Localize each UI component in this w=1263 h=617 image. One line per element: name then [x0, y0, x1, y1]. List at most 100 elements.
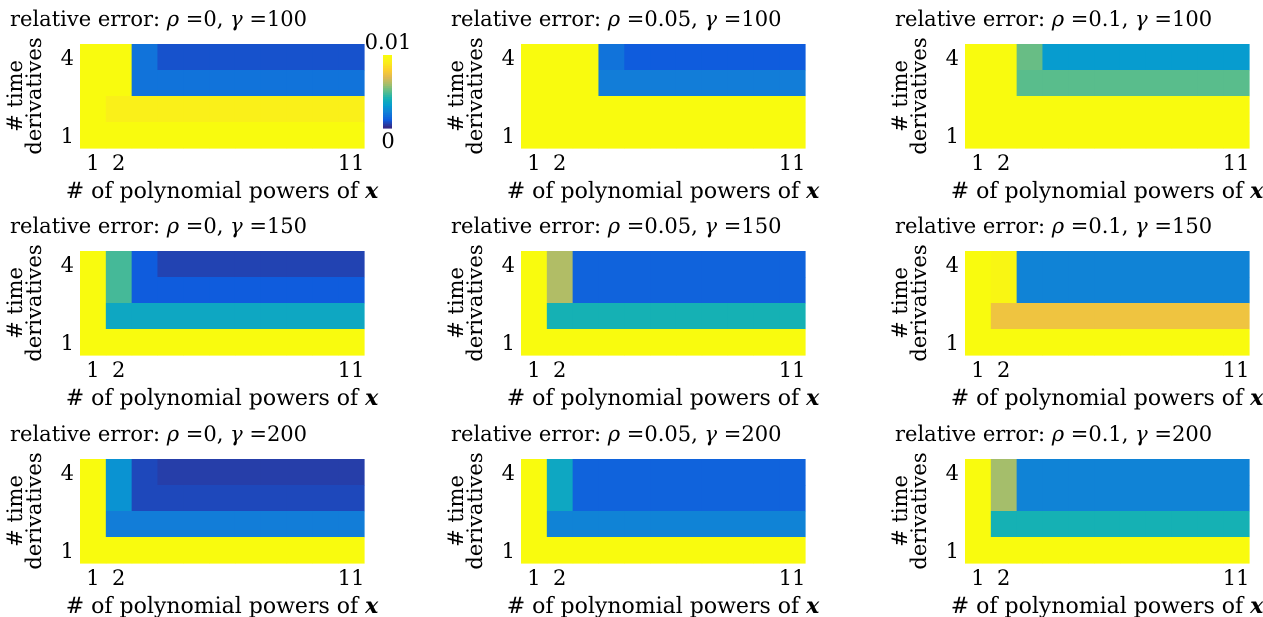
y-tick-label: 1: [502, 539, 515, 563]
heatmap-cell: [131, 96, 159, 123]
gamma-symbol: γ: [230, 7, 243, 31]
heatmap-cell: [779, 537, 806, 564]
heatmap-cell: [521, 277, 548, 304]
x-tick-label: 2: [997, 566, 1010, 590]
heatmap-cell: [209, 303, 236, 330]
heatmap-cell: [1042, 44, 1069, 71]
heatmap-cell: [80, 251, 107, 278]
x-axis-label-text: # of polynomial powers of: [66, 594, 365, 617]
heatmap-cell: [312, 251, 339, 278]
heatmap-cell: [727, 303, 754, 330]
heatmap-cell: [131, 277, 159, 304]
heatmap-cell: [105, 70, 133, 97]
panel-title: relative error: ρ =0.1, γ =150: [895, 214, 1212, 238]
x-axis-label-text: # of polynomial powers of: [66, 179, 365, 204]
heatmap-cell: [80, 485, 107, 512]
x-axis-label-text: # of polynomial powers of: [507, 594, 806, 617]
heatmap-cell: [338, 459, 365, 486]
colorbar-step: [383, 107, 392, 111]
heatmap-cell: [1042, 511, 1069, 538]
heatmap-cell: [572, 96, 600, 123]
heatmap-cell: [546, 70, 574, 97]
heatmap-cell: [157, 70, 184, 97]
heatmap-cell: [1068, 122, 1095, 149]
heatmap-cell: [779, 70, 806, 97]
heatmap-cell: [1068, 485, 1095, 512]
x-axis-label: # of polynomial powers of x: [507, 593, 820, 617]
x-tick-label: 11: [338, 566, 365, 590]
gamma-value: =100: [717, 7, 781, 31]
heatmap-cell: [1119, 277, 1147, 304]
heatmap-cell: [521, 485, 548, 512]
heatmap-cell: [572, 70, 600, 97]
heatmap-cell: [157, 277, 184, 304]
colorbar-step: [383, 100, 392, 104]
rho-symbol: ρ: [607, 422, 621, 446]
heatmap-cell: [1068, 329, 1095, 356]
x-axis-label: # of polynomial powers of x: [951, 178, 1263, 204]
heatmap-cell: [779, 303, 806, 330]
heatmap-cell: [234, 44, 262, 71]
heatmap-cell: [1042, 122, 1069, 149]
heatmap-cell: [650, 303, 677, 330]
colorbar-step: [383, 118, 392, 122]
heatmap-cell: [624, 511, 651, 538]
heatmap-cell: [286, 329, 313, 356]
heatmap-cell: [260, 251, 288, 278]
heatmap-cell: [965, 251, 992, 278]
gamma-symbol: γ: [1135, 422, 1148, 446]
y-axis-label-line: derivatives: [907, 244, 931, 361]
heatmap-cell: [183, 511, 210, 538]
heatmap-cell: [1197, 277, 1224, 304]
heatmap-cell: [209, 485, 236, 512]
rho-symbol: ρ: [607, 7, 621, 31]
heatmap-cell: [624, 459, 651, 486]
heatmap-cell: [1119, 96, 1147, 123]
heatmap-cell: [1119, 303, 1147, 330]
heatmap-cell: [546, 251, 574, 278]
heatmap-cell: [701, 251, 729, 278]
heatmap-cell: [1042, 96, 1069, 123]
heatmap-cell: [157, 537, 184, 564]
heatmap-cell: [650, 70, 677, 97]
heatmap-cell: [546, 303, 574, 330]
heatmap-cell: [338, 485, 365, 512]
heatmap-cell: [1145, 70, 1173, 97]
heatmap-cell: [1042, 303, 1069, 330]
x-axis-label: # of polynomial powers of x: [66, 178, 379, 204]
heatmap-cell: [1197, 303, 1224, 330]
x-tick-label: 11: [1223, 151, 1250, 175]
heatmap-cell: [1223, 537, 1250, 564]
panel-title: relative error: ρ =0.1, γ =200: [895, 422, 1212, 446]
heatmap-cell: [753, 70, 780, 97]
heatmap-cell: [286, 511, 313, 538]
heatmap-cell: [1197, 511, 1224, 538]
heatmap-cell: [80, 70, 107, 97]
gamma-symbol: γ: [1135, 7, 1148, 31]
heatmap-cell: [1197, 44, 1224, 71]
title-prefix: relative error:: [895, 422, 1052, 446]
heatmap-cell: [105, 277, 133, 304]
heatmap-cell: [624, 537, 651, 564]
heatmap-cell: [286, 537, 313, 564]
y-tick-label: 4: [61, 253, 74, 277]
heatmap-cell: [1042, 459, 1069, 486]
heatmap-cell: [80, 44, 107, 71]
heatmap-cell: [260, 459, 288, 486]
y-axis-label-line: # time: [888, 475, 912, 547]
heatmap-cell: [1171, 329, 1198, 356]
heatmap-cell: [234, 459, 262, 486]
heatmap-cell: [234, 70, 262, 97]
title-prefix: relative error:: [451, 7, 608, 31]
heatmap-cell: [1042, 537, 1069, 564]
title-prefix: relative error:: [451, 214, 608, 238]
heatmap-cell: [260, 511, 288, 538]
panel-title: relative error: ρ =0.05, γ =100: [451, 7, 781, 31]
heatmap-cell: [675, 251, 703, 278]
heatmap-cell: [338, 122, 365, 149]
heatmap-cell: [105, 122, 133, 149]
